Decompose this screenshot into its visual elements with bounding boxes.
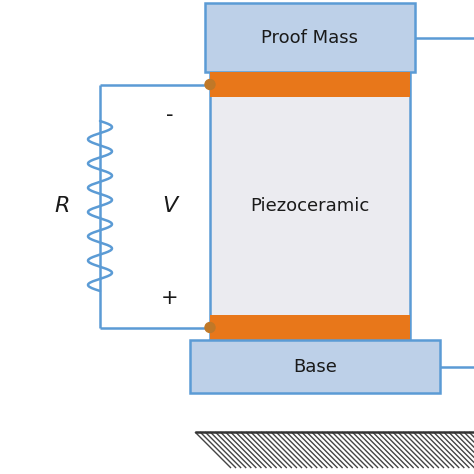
Circle shape: [205, 322, 215, 332]
Bar: [210, 315, 410, 340]
Bar: [210, 72, 410, 340]
Bar: [210, 72, 410, 97]
Text: -: -: [166, 104, 174, 125]
Bar: [205, 3, 415, 72]
Text: +: +: [161, 288, 179, 308]
Text: Piezoceramic: Piezoceramic: [250, 197, 370, 215]
Text: Base: Base: [293, 357, 337, 375]
Text: V: V: [163, 196, 178, 216]
Bar: [190, 340, 440, 393]
Text: R: R: [54, 196, 70, 216]
Circle shape: [205, 80, 215, 90]
Text: Proof Mass: Proof Mass: [262, 28, 358, 46]
